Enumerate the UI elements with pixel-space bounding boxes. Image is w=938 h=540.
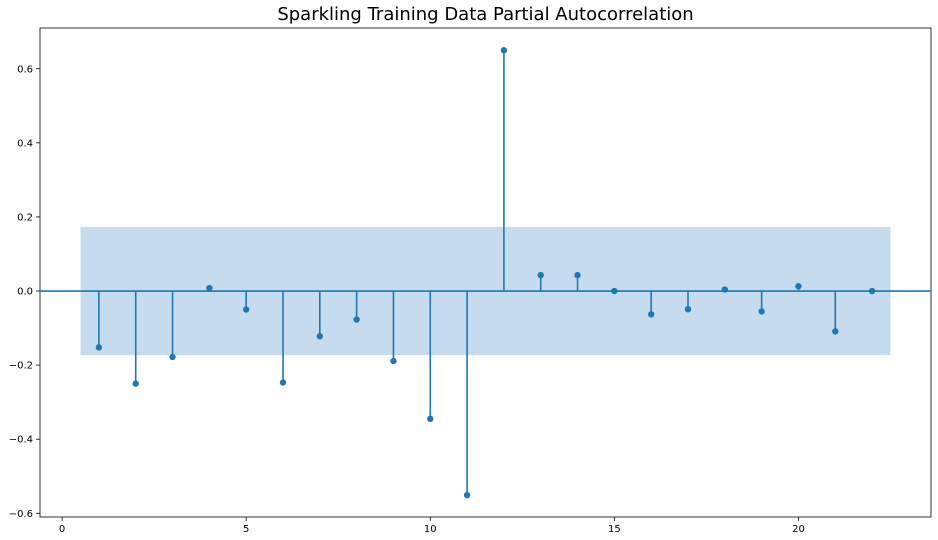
- stem-marker: [647, 311, 655, 318]
- stem-marker: [795, 283, 802, 290]
- stem-marker: [353, 316, 360, 323]
- y-tick-label: 0.4: [17, 138, 33, 149]
- stem-marker: [390, 357, 397, 365]
- y-tick-label: 0.6: [17, 64, 33, 75]
- x-tick-label: 20: [792, 524, 805, 535]
- y-tick-label: −0.2: [9, 361, 33, 372]
- stem-marker: [758, 308, 765, 315]
- stem-marker: [169, 353, 176, 361]
- stem-marker: [427, 415, 434, 423]
- x-tick-label: 5: [243, 524, 249, 535]
- stem-marker: [206, 284, 213, 292]
- stem-marker: [574, 271, 581, 279]
- stem-marker: [537, 271, 544, 279]
- stem-marker: [868, 287, 876, 295]
- stem-marker: [95, 344, 103, 351]
- stem-marker: [611, 287, 618, 295]
- x-tick-label: 15: [608, 524, 621, 535]
- x-tick-label: 0: [59, 524, 65, 535]
- stem-marker: [500, 47, 508, 54]
- x-tick-label: 10: [424, 524, 437, 535]
- stem-marker: [279, 379, 287, 386]
- y-tick-label: 0.0: [17, 287, 33, 298]
- y-tick-label: −0.6: [9, 509, 33, 520]
- stem-marker: [316, 333, 324, 340]
- stem-marker: [463, 491, 471, 499]
- stem-marker: [721, 286, 729, 293]
- stem-marker: [832, 328, 839, 335]
- y-tick-label: −0.4: [9, 435, 33, 446]
- chart-title: Sparkling Training Data Partial Autocorr…: [277, 4, 694, 25]
- stem-marker: [684, 305, 692, 313]
- stem-marker: [132, 380, 139, 387]
- stem-marker: [242, 306, 250, 313]
- y-tick-label: 0.2: [17, 212, 33, 223]
